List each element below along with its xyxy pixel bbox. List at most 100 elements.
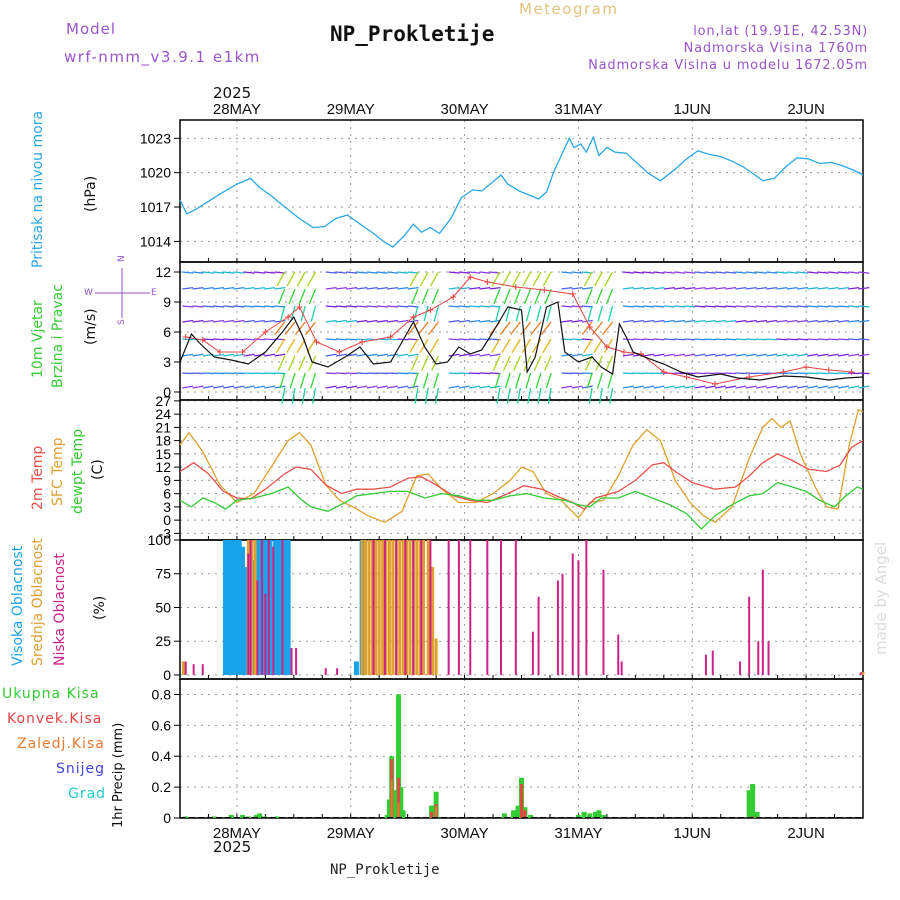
precip-bar-0 xyxy=(391,790,397,818)
wind-arrow xyxy=(346,385,358,389)
wind-arrow xyxy=(817,372,829,375)
wind-arrow xyxy=(325,319,337,323)
wind-arrow xyxy=(653,372,665,375)
wind-arrow xyxy=(755,287,767,290)
wind-arrow xyxy=(535,372,542,389)
wind-arrow xyxy=(858,372,870,375)
cloud-bar-2 xyxy=(561,573,564,675)
wind-arrow xyxy=(673,338,686,341)
wind-arrow xyxy=(376,353,388,357)
wind-arrow xyxy=(807,385,819,389)
wind-arrow xyxy=(796,338,808,341)
wind-arrow xyxy=(376,319,388,323)
wind-arrow xyxy=(387,338,399,341)
cloud-bar-2 xyxy=(739,661,742,675)
wind-arrow xyxy=(597,305,603,322)
cloud-bar-2 xyxy=(247,553,250,675)
wind-arrow xyxy=(725,271,737,274)
cloud-bar-1 xyxy=(422,540,426,675)
wind-arrow xyxy=(264,338,276,341)
wind-arrow xyxy=(622,305,634,308)
y-tick-label: 9 xyxy=(163,294,171,310)
wind-arrow xyxy=(786,372,798,375)
wind-arrow xyxy=(766,319,778,323)
wind-arrow xyxy=(848,271,860,274)
wind-arrow xyxy=(469,271,481,274)
wind-arrow xyxy=(223,305,235,308)
wind-arrow xyxy=(192,287,204,290)
wind-arrow xyxy=(233,271,245,274)
wind-arrow xyxy=(837,287,849,290)
wind-arrow xyxy=(766,338,778,341)
wind-arrow xyxy=(212,287,225,290)
wind-arrow xyxy=(593,338,603,354)
wind-arrow xyxy=(277,355,286,371)
wind-arrow xyxy=(274,319,286,323)
wind-arrow xyxy=(294,321,306,336)
wind-arrow xyxy=(704,271,716,274)
wind-arrow xyxy=(755,353,767,357)
wind-arrow xyxy=(397,287,409,290)
wind-arrow xyxy=(243,305,255,308)
wind-arrow xyxy=(532,271,542,287)
wind-arrow xyxy=(561,271,573,274)
precip-bar-2 xyxy=(435,805,438,818)
legend-snijeg: Snijeg xyxy=(56,761,106,777)
cloud-bar-0 xyxy=(243,566,249,675)
cloud-bar-2 xyxy=(571,553,574,675)
y-tick-label: 1014 xyxy=(140,233,171,249)
wind-arrow xyxy=(643,372,655,375)
wind-arrow xyxy=(581,305,593,308)
precip-bar-0 xyxy=(228,814,234,818)
wind-arrow xyxy=(571,305,583,308)
wind-arrow xyxy=(310,372,317,389)
wind-arrow xyxy=(397,305,409,308)
wind-arrow xyxy=(376,385,388,389)
wind-arrow xyxy=(694,319,706,323)
wind-arrow xyxy=(837,372,849,375)
wind-arrow xyxy=(346,372,358,375)
wind-arrow xyxy=(745,287,757,290)
wind-arrow xyxy=(561,372,573,375)
wind-arrow xyxy=(807,305,819,308)
wind-arrow xyxy=(503,355,511,371)
precip-bar-1 xyxy=(523,810,527,818)
wind-gust-marker xyxy=(336,349,343,355)
wind-arrow xyxy=(387,287,399,290)
wind-arrow xyxy=(714,271,727,274)
wind-arrow xyxy=(653,319,665,323)
wind-arrow xyxy=(501,338,511,354)
wind-arrow xyxy=(434,387,440,404)
cloud-bar-0 xyxy=(240,546,246,675)
cloud-bar-1 xyxy=(405,540,409,675)
cloud-bar-2 xyxy=(748,596,751,675)
wind-arrow xyxy=(735,305,747,308)
wind-arrow xyxy=(807,372,819,375)
wind-arrow xyxy=(366,385,378,389)
wind-arrow xyxy=(581,287,593,290)
wind-arrow xyxy=(725,338,737,341)
wind-arrow xyxy=(684,287,696,290)
wind-arrow xyxy=(604,271,614,287)
cloud-bar-2 xyxy=(256,580,259,675)
wind-arrow xyxy=(274,287,286,290)
wind-arrow xyxy=(796,287,808,290)
y-tick-label: 50 xyxy=(155,599,171,615)
wind-arrow xyxy=(469,353,481,357)
wind-arrow xyxy=(274,321,286,336)
wind-arrow xyxy=(298,288,306,305)
precip-bar-0 xyxy=(396,694,402,818)
wind-arrow xyxy=(581,321,593,336)
wind-gust-marker xyxy=(410,314,417,320)
y-tick-label: 3 xyxy=(163,499,171,515)
wind-arrow xyxy=(299,372,306,389)
wind-arrow xyxy=(583,271,593,287)
wind-arrow xyxy=(243,319,255,323)
wind-arrow xyxy=(192,305,204,308)
wind-arrow xyxy=(356,287,368,290)
cloud-bar-0 xyxy=(226,540,232,675)
wind-arrow xyxy=(286,271,296,287)
wind-arrow xyxy=(298,355,306,371)
wind-arrow xyxy=(522,271,532,287)
wind-arrow xyxy=(598,387,603,404)
